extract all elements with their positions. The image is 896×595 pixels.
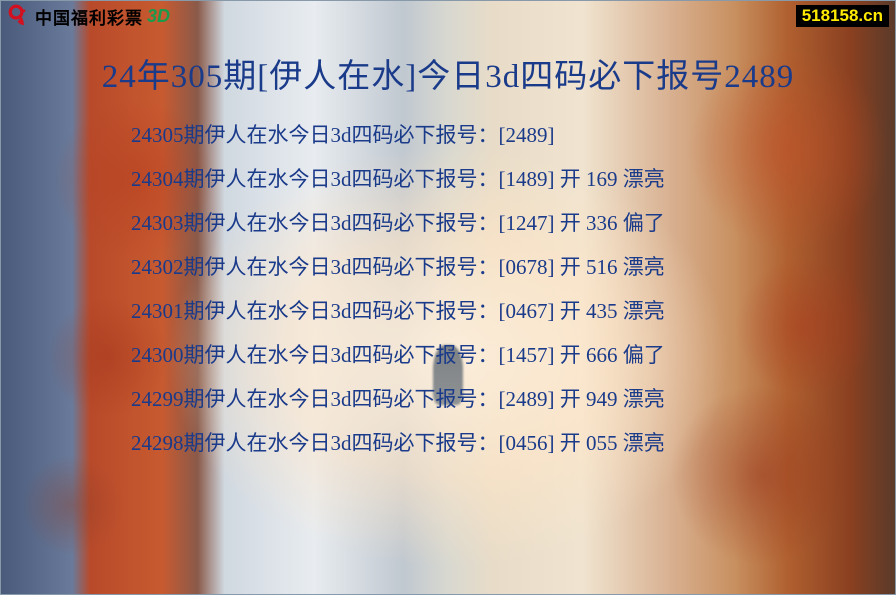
draw: 666: [586, 343, 618, 367]
row-label: 期伊人在水今日3d四码必下报号：: [184, 387, 499, 411]
draw: 169: [586, 167, 618, 191]
draw-prefix: 开: [560, 167, 581, 191]
draw-prefix: 开: [560, 343, 581, 367]
lottery-logo: 中国福利彩票 3D: [7, 3, 170, 29]
result: 漂亮: [623, 167, 665, 191]
draw-prefix: 开: [560, 299, 581, 323]
result: 漂亮: [623, 431, 665, 455]
row-label: 期伊人在水今日3d四码必下报号：: [184, 167, 499, 191]
draw-prefix: 开: [560, 431, 581, 455]
code: [0678]: [499, 255, 555, 279]
list-item: 24301期伊人在水今日3d四码必下报号：[0467] 开 435 漂亮: [131, 301, 895, 322]
period: 24305: [131, 123, 184, 147]
page-title: 24年305期[伊人在水]今日3d四码必下报号2489: [1, 49, 895, 97]
code: [1489]: [499, 167, 555, 191]
draw: 055: [586, 431, 618, 455]
period: 24298: [131, 431, 184, 455]
prediction-list: 24305期伊人在水今日3d四码必下报号：[2489] 24304期伊人在水今日…: [1, 125, 895, 454]
draw-prefix: 开: [560, 387, 581, 411]
draw-prefix: 开: [560, 211, 581, 235]
period: 24303: [131, 211, 184, 235]
period: 24302: [131, 255, 184, 279]
list-item: 24298期伊人在水今日3d四码必下报号：[0456] 开 055 漂亮: [131, 433, 895, 454]
period: 24299: [131, 387, 184, 411]
draw: 435: [586, 299, 618, 323]
period: 24300: [131, 343, 184, 367]
draw-prefix: 开: [560, 255, 581, 279]
row-label: 期伊人在水今日3d四码必下报号：: [184, 343, 499, 367]
result: 漂亮: [623, 255, 665, 279]
draw: 516: [586, 255, 618, 279]
row-label: 期伊人在水今日3d四码必下报号：: [184, 299, 499, 323]
result: 偏了: [623, 343, 665, 367]
row-label: 期伊人在水今日3d四码必下报号：: [184, 255, 499, 279]
site-badge: 518158.cn: [796, 5, 889, 27]
code: [2489]: [499, 387, 555, 411]
code: [2489]: [499, 123, 555, 147]
logo-text: 中国福利彩票: [35, 4, 143, 29]
result: 偏了: [623, 211, 665, 235]
lottery-logo-icon: [7, 3, 33, 29]
list-item: 24304期伊人在水今日3d四码必下报号：[1489] 开 169 漂亮: [131, 169, 895, 190]
row-label: 期伊人在水今日3d四码必下报号：: [184, 211, 499, 235]
result: 漂亮: [623, 387, 665, 411]
draw: 336: [586, 211, 618, 235]
list-item: 24305期伊人在水今日3d四码必下报号：[2489]: [131, 125, 895, 146]
list-item: 24302期伊人在水今日3d四码必下报号：[0678] 开 516 漂亮: [131, 257, 895, 278]
period: 24301: [131, 299, 184, 323]
code: [1247]: [499, 211, 555, 235]
period: 24304: [131, 167, 184, 191]
row-label: 期伊人在水今日3d四码必下报号：: [184, 123, 499, 147]
list-item: 24300期伊人在水今日3d四码必下报号：[1457] 开 666 偏了: [131, 345, 895, 366]
result: 漂亮: [623, 299, 665, 323]
code: [1457]: [499, 343, 555, 367]
row-label: 期伊人在水今日3d四码必下报号：: [184, 431, 499, 455]
code: [0467]: [499, 299, 555, 323]
draw: 949: [586, 387, 618, 411]
logo-3d-text: 3D: [147, 6, 170, 27]
header: 中国福利彩票 3D 518158.cn: [1, 1, 895, 31]
list-item: 24303期伊人在水今日3d四码必下报号：[1247] 开 336 偏了: [131, 213, 895, 234]
code: [0456]: [499, 431, 555, 455]
list-item: 24299期伊人在水今日3d四码必下报号：[2489] 开 949 漂亮: [131, 389, 895, 410]
